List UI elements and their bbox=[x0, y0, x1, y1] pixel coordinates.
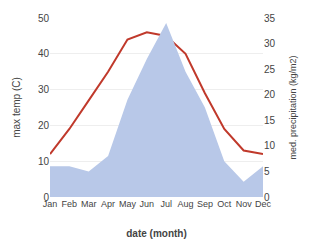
svg-text:15: 15 bbox=[264, 115, 276, 126]
svg-text:Feb: Feb bbox=[62, 199, 78, 209]
svg-text:25: 25 bbox=[264, 64, 276, 75]
svg-text:date (month): date (month) bbox=[126, 228, 187, 239]
svg-text:Oct: Oct bbox=[217, 199, 232, 209]
svg-text:30: 30 bbox=[264, 38, 276, 49]
svg-text:med. precipitation (kg/m2): med. precipitation (kg/m2) bbox=[288, 55, 298, 159]
svg-text:max temp (C): max temp (C) bbox=[11, 77, 22, 138]
svg-text:20: 20 bbox=[264, 89, 276, 100]
svg-text:Apr: Apr bbox=[101, 199, 115, 209]
svg-text:10: 10 bbox=[38, 156, 50, 167]
svg-text:50: 50 bbox=[38, 13, 50, 24]
svg-text:Sep: Sep bbox=[197, 199, 213, 209]
svg-text:30: 30 bbox=[38, 84, 50, 95]
svg-text:35: 35 bbox=[264, 13, 276, 24]
svg-text:Jan: Jan bbox=[43, 199, 58, 209]
svg-text:Aug: Aug bbox=[178, 199, 194, 209]
svg-text:Dec: Dec bbox=[255, 199, 272, 209]
svg-text:May: May bbox=[119, 199, 137, 209]
svg-text:Jul: Jul bbox=[160, 199, 172, 209]
svg-text:0: 0 bbox=[264, 192, 270, 203]
svg-text:0: 0 bbox=[43, 192, 49, 203]
svg-text:5: 5 bbox=[264, 166, 270, 177]
svg-text:Nov: Nov bbox=[236, 199, 253, 209]
svg-text:40: 40 bbox=[38, 48, 50, 59]
svg-text:Jun: Jun bbox=[140, 199, 155, 209]
svg-text:10: 10 bbox=[264, 140, 276, 151]
svg-text:Mar: Mar bbox=[81, 199, 97, 209]
svg-text:20: 20 bbox=[38, 120, 50, 131]
